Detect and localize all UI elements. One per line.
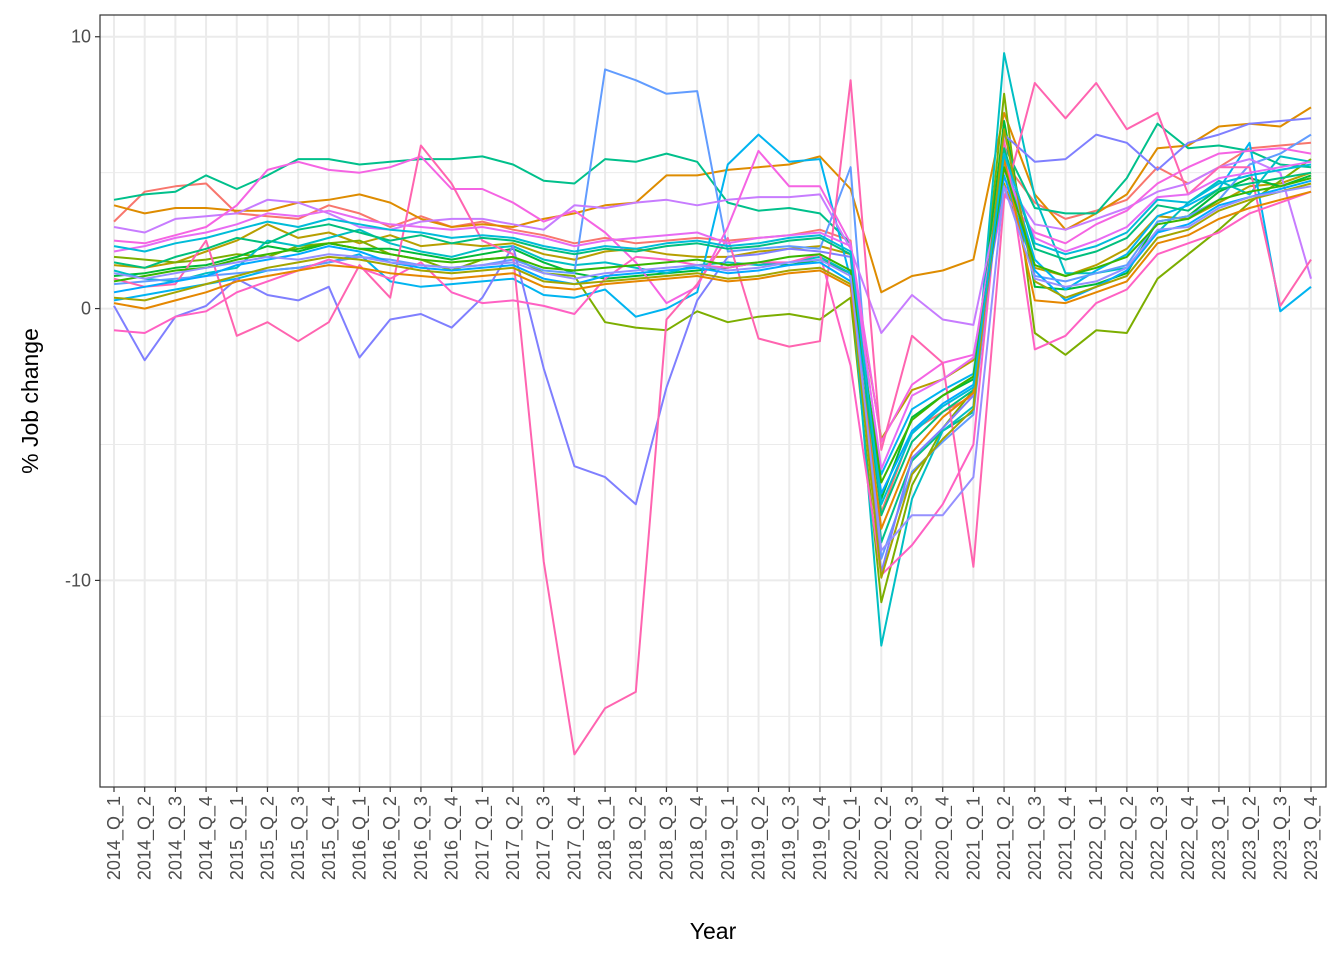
x-tick-label: 2018_Q_4 — [687, 796, 708, 880]
series-line-19 — [113, 158, 1312, 530]
x-tick-label: 2014_Q_3 — [165, 796, 186, 880]
series-line-14 — [113, 139, 1312, 576]
x-tick-label: 2015_Q_3 — [288, 796, 309, 880]
x-tick-label: 2017_Q_3 — [534, 796, 555, 880]
x-tick-label: 2018_Q_1 — [595, 796, 616, 880]
x-tick-label: 2022_Q_4 — [1178, 796, 1199, 880]
series-line-1 — [113, 141, 1312, 514]
y-tick-label: -10 — [65, 570, 91, 590]
series-line-4 — [113, 92, 1312, 604]
x-tick-label: 2017_Q_4 — [564, 796, 585, 880]
x-tick-label: 2023_Q_1 — [1209, 796, 1230, 880]
series-line-17 — [113, 147, 1312, 517]
x-tick-label: 2021_Q_4 — [1056, 796, 1077, 880]
axes: 10 0 -10 2014_Q_1 2014_Q_2 2014_Q_3 2014_Q_4 20… — [65, 27, 1322, 880]
x-tick-label: 2018_Q_3 — [657, 796, 678, 880]
x-tick-label: 2019_Q_4 — [810, 796, 831, 880]
x-tick-label: 2022_Q_2 — [1117, 796, 1138, 880]
x-tick-label: 2023_Q_4 — [1301, 796, 1322, 880]
series-line-22 — [113, 185, 1312, 552]
x-tick-label: 2015_Q_2 — [258, 796, 279, 880]
x-tick-label: 2014_Q_4 — [196, 796, 217, 880]
series-line-11 — [113, 158, 1312, 334]
x-tick-label: 2021_Q_3 — [1025, 796, 1046, 880]
series-line-21 — [113, 152, 1312, 506]
x-tick-label: 2023_Q_3 — [1270, 796, 1291, 880]
x-tick-label: 2020_Q_2 — [871, 796, 892, 880]
x-tick-label: 2021_Q_2 — [994, 796, 1015, 880]
x-tick-label: 2022_Q_1 — [1086, 796, 1107, 880]
series-line-15 — [113, 160, 1312, 470]
grid-lines — [100, 15, 1326, 787]
x-tick-label: 2023_Q_2 — [1240, 796, 1261, 880]
series-line-13 — [113, 79, 1312, 756]
x-tick-label: 2017_Q_2 — [503, 796, 524, 880]
x-axis-title: Year — [690, 918, 737, 944]
series-line-6 — [113, 122, 1312, 544]
series-line-16 — [113, 174, 1312, 495]
x-tick-label: 2017_Q_1 — [472, 796, 493, 880]
x-tick-label: 2016_Q_4 — [442, 796, 463, 880]
series-line-18 — [113, 128, 1312, 579]
x-tick-label: 2016_Q_1 — [350, 796, 371, 880]
x-tick-label: 2016_Q_3 — [411, 796, 432, 880]
x-tick-label: 2016_Q_2 — [380, 796, 401, 880]
x-tick-label: 2015_Q_1 — [227, 796, 248, 880]
x-tick-label: 2014_Q_1 — [104, 796, 125, 880]
x-tick-label: 2015_Q_4 — [319, 796, 340, 880]
x-tick-label: 2014_Q_2 — [135, 796, 156, 880]
series-line-12 — [113, 147, 1312, 443]
series-line-20 — [113, 166, 1312, 484]
x-tick-label: 2019_Q_2 — [749, 796, 770, 880]
plot-border — [99, 14, 1327, 788]
x-tick-label: 2018_Q_2 — [626, 796, 647, 880]
x-tick-label: 2020_Q_4 — [933, 796, 954, 880]
x-tick-label: 2022_Q_3 — [1148, 796, 1169, 880]
x-tick-label: 2021_Q_1 — [963, 796, 984, 880]
y-tick-label: 10 — [71, 27, 91, 47]
y-tick-label: 0 — [81, 299, 91, 319]
x-tick-label: 2020_Q_1 — [841, 796, 862, 880]
x-tick-label: 2020_Q_3 — [902, 796, 923, 880]
series-lines — [113, 52, 1312, 756]
series-line-7 — [113, 52, 1312, 647]
x-tick-label: 2019_Q_3 — [779, 796, 800, 880]
plot-background — [100, 15, 1326, 787]
x-tick-label: 2019_Q_1 — [718, 796, 739, 880]
y-axis-title: % Job change — [17, 328, 43, 474]
